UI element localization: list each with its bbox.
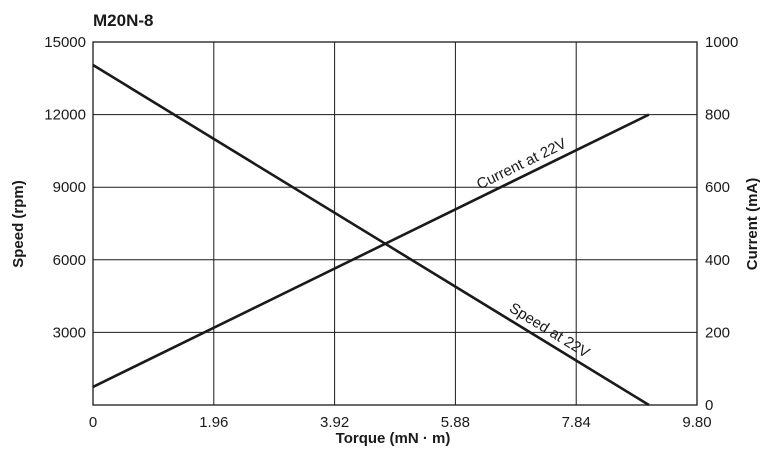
x-tick-label: 9.80 [682,414,711,431]
x-axis-ticks: 0 1.96 3.92 5.88 7.84 9.80 [89,414,712,431]
y-right-axis-label: Current (mA) [744,178,760,271]
x-axis-label: Torque (mN · m) [336,430,451,447]
y-left-tick-label: 15000 [44,34,86,51]
speed-series-label: Speed at 22V [506,300,592,362]
chart-title: M20N-8 [93,11,153,30]
y-left-tick-label: 6000 [53,252,86,269]
y-left-tick-label: 9000 [53,179,86,196]
grid [92,41,698,405]
y-right-tick-label: 800 [705,107,730,124]
y-left-axis-label: Speed (rpm) [10,180,27,268]
y-right-tick-label: 600 [705,179,730,196]
x-tick-label: 1.96 [199,414,228,431]
y-right-tick-label: 400 [705,252,730,269]
y-right-axis-ticks: 0 200 400 600 800 1000 [705,34,738,414]
series-line-current [92,113,650,389]
y-right-tick-label: 200 [705,324,730,341]
x-tick-label: 0 [89,414,97,431]
x-tick-label: 7.84 [562,414,591,431]
y-right-tick-label: 1000 [705,34,738,51]
plot-frame [92,41,698,406]
y-left-axis-ticks: 3000 6000 9000 12000 15000 [44,34,86,341]
current-series-label: Current at 22V [474,135,569,193]
series-lines [92,63,650,407]
series-line-speed [92,63,650,407]
y-left-tick-label: 12000 [44,107,86,124]
x-tick-label: 5.88 [441,414,470,431]
y-right-tick-label: 0 [705,397,713,414]
x-tick-label: 3.92 [320,414,349,431]
y-left-tick-label: 3000 [53,324,86,341]
